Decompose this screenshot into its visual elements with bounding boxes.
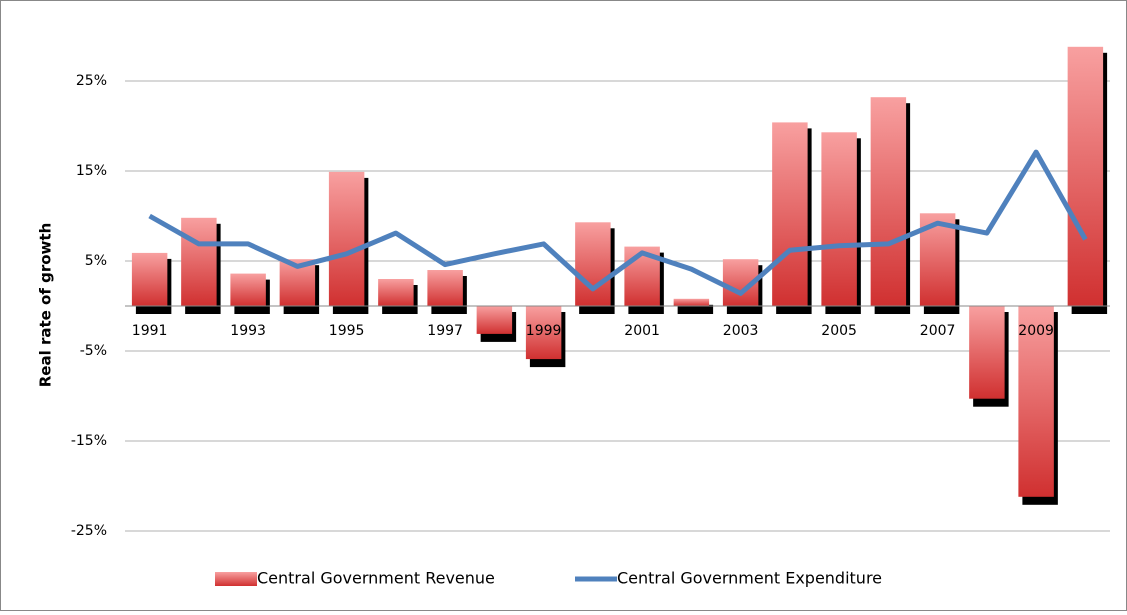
bar xyxy=(1018,306,1054,497)
bar xyxy=(821,132,857,306)
bar xyxy=(575,222,611,306)
bar xyxy=(131,252,168,306)
bar xyxy=(870,97,907,306)
bar xyxy=(230,273,266,306)
legend-label: Central Government Revenue xyxy=(257,569,495,588)
x-tick-label: 2009 xyxy=(1018,323,1054,339)
bar xyxy=(378,279,414,306)
bar xyxy=(525,306,562,360)
line xyxy=(148,149,1088,296)
y-tick-label: -25% xyxy=(71,523,107,539)
x-tick-label: 2001 xyxy=(624,323,660,339)
x-tick-label: 1991 xyxy=(132,323,168,339)
x-tick-label: 1993 xyxy=(230,323,266,339)
bar xyxy=(476,306,513,334)
bar xyxy=(427,270,463,306)
x-tick-label: 2007 xyxy=(920,323,956,339)
bar xyxy=(673,298,710,306)
legend-label: Central Government Expenditure xyxy=(617,569,882,588)
x-tick-label: 2005 xyxy=(821,323,857,339)
y-tick-label: 25% xyxy=(76,73,107,89)
bar xyxy=(328,171,365,306)
y-tick-label: -15% xyxy=(71,433,107,449)
bar xyxy=(772,122,808,307)
y-tick-label: 5% xyxy=(85,253,107,269)
legend-swatch xyxy=(215,572,257,586)
y-tick-label: 15% xyxy=(76,163,107,179)
bar-shadow xyxy=(677,304,714,314)
x-tick-label: 1995 xyxy=(329,323,365,339)
bar xyxy=(969,306,1005,399)
y-axis-label: Real rate of growth xyxy=(37,223,55,388)
bar xyxy=(181,217,217,306)
x-tick-label: 1997 xyxy=(427,323,463,339)
x-tick-label: 2003 xyxy=(723,323,759,339)
bar xyxy=(1067,46,1104,307)
x-tick-label: 1999 xyxy=(526,323,562,339)
y-tick-label: -5% xyxy=(80,343,107,359)
